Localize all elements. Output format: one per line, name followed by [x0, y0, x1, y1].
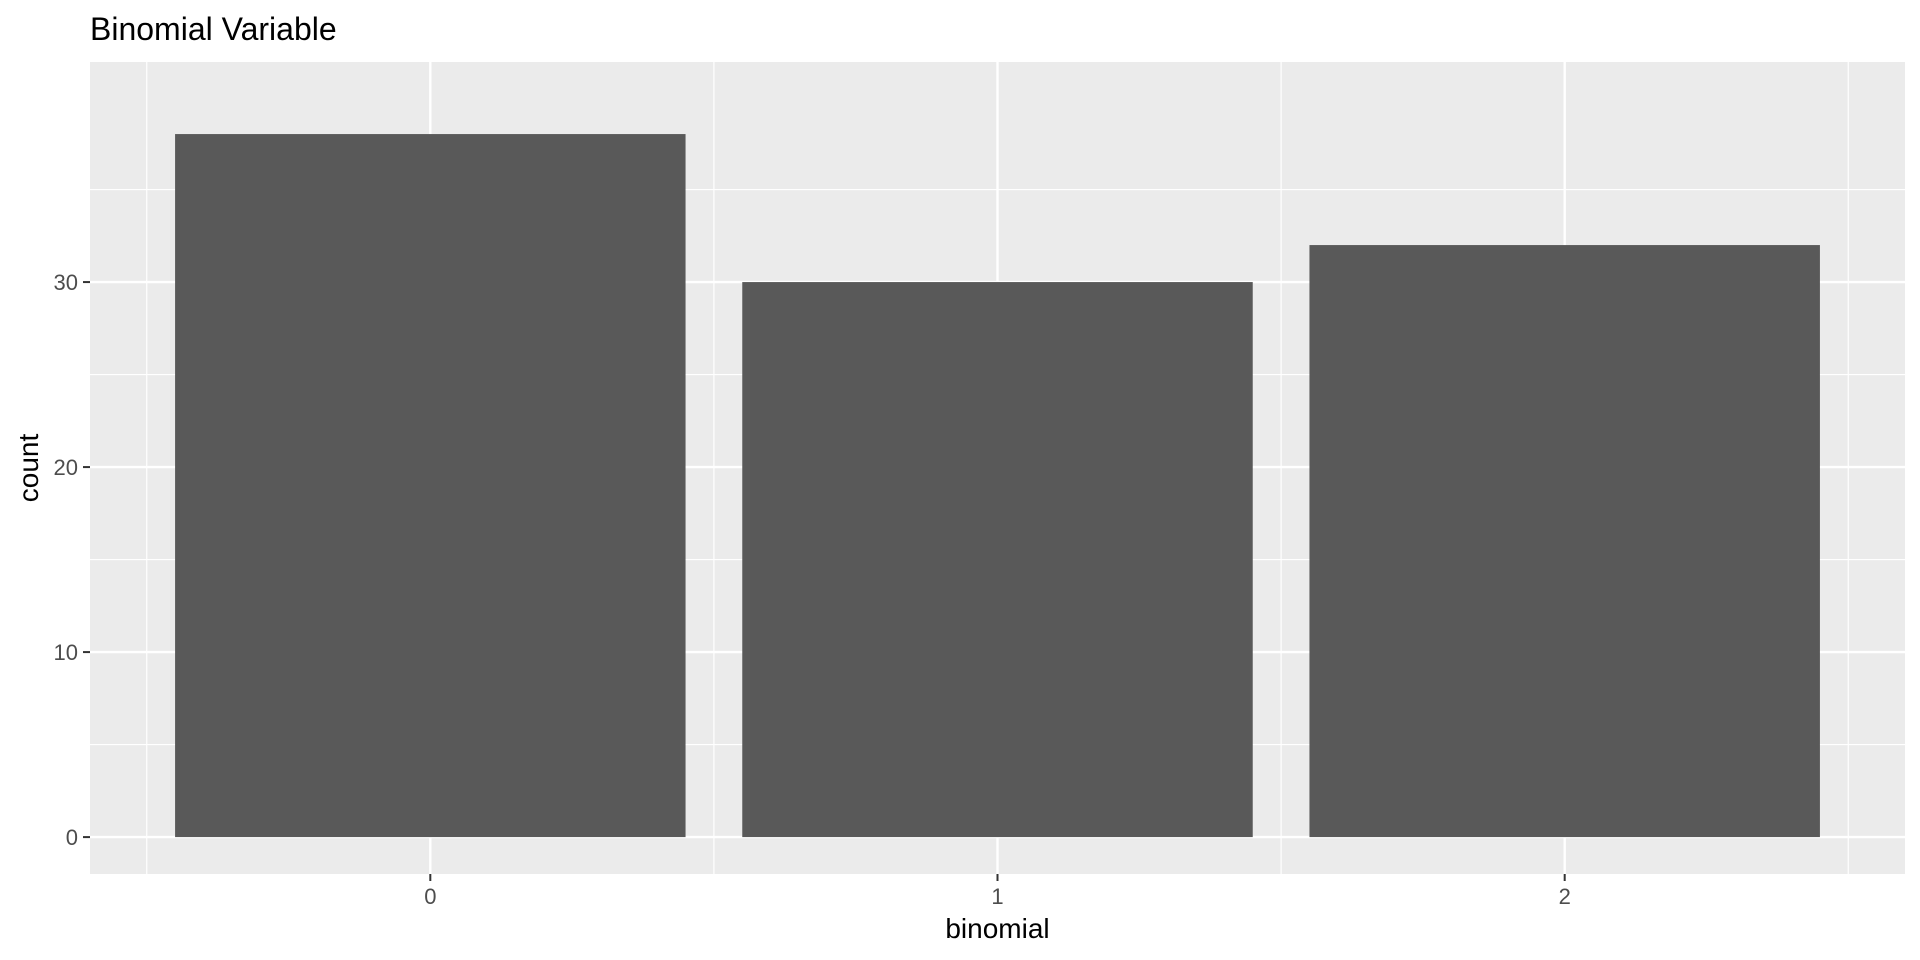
- axes: 0 10 20 30 0 1 2: [54, 270, 1571, 909]
- y-tick-label: 0: [66, 825, 78, 850]
- y-axis-title: count: [13, 434, 44, 503]
- bar-2: [1309, 245, 1820, 838]
- chart-title: Binomial Variable: [90, 11, 337, 47]
- bar-1: [742, 282, 1253, 838]
- y-tick-label: 20: [54, 455, 78, 480]
- bar-0: [175, 134, 686, 838]
- x-axis-title: binomial: [945, 913, 1049, 944]
- x-tick-label: 1: [991, 884, 1003, 909]
- x-tick-label: 2: [1559, 884, 1571, 909]
- bars: [175, 134, 1820, 838]
- y-tick-label: 10: [54, 640, 78, 665]
- x-tick-label: 0: [424, 884, 436, 909]
- y-tick-label: 30: [54, 270, 78, 295]
